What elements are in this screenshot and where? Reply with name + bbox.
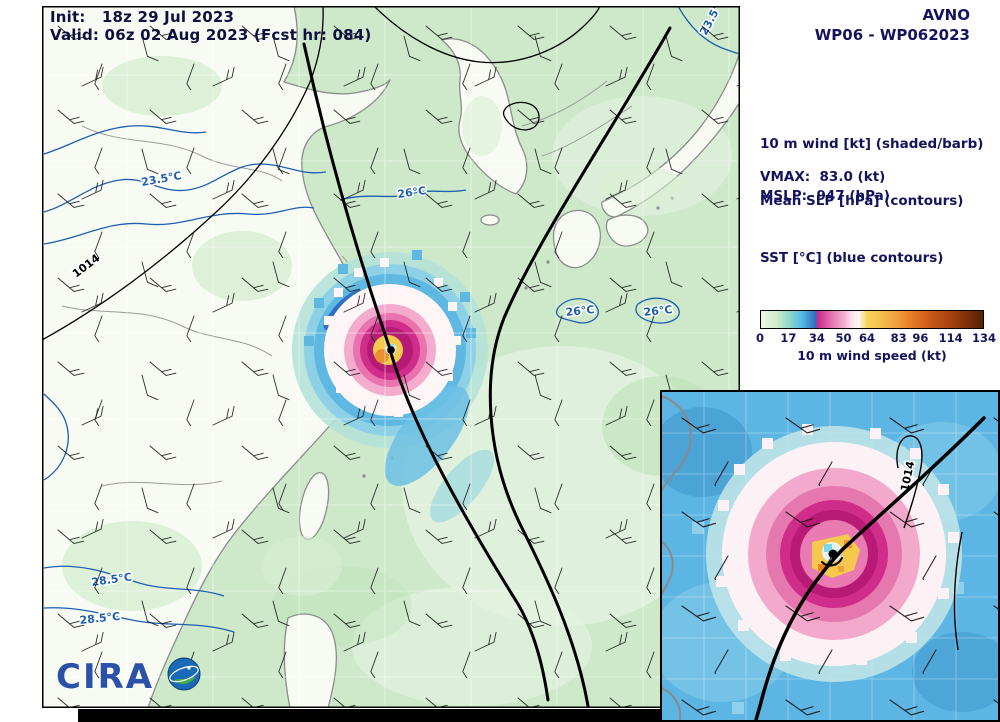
main-map: 23.5°C 23.5°C 26°C 26°C 26°C 28.5°C 28.5… [42,6,740,708]
colorbar-tick: 0 [755,331,765,345]
storm-zoom-inset: 1014 [660,390,1000,722]
rammb-globe-icon [167,657,201,691]
colorbar-tick: 64 [859,331,876,345]
colorbar-tick: 50 [835,331,852,345]
vmax-value: VMAX: 83.0 (kt) [760,169,886,185]
colorbar-tick: 83 [890,331,907,345]
map-init-time: Init: 18z 29 Jul 2023 [50,8,235,26]
colorbar-tick: 17 [780,331,797,345]
map-valid-time: Valid: 06z 02 Aug 2023 (Fcst hr: 084) [50,26,372,44]
cira-logo-text: CIRA [56,657,154,697]
inset-svg: 1014 [662,392,998,720]
colorbar-tick-labels: 0 17 34 50 64 83 96 114 134 [756,331,996,346]
map-border [42,6,740,708]
forecast-track-lines [302,26,672,708]
legend-sst-line: SST [°C] (blue contours) [760,250,944,266]
legend-wind-line: 10 m wind [kt] (shaded/barb) [760,136,984,152]
cira-logo: CIRA [55,656,201,698]
legend-slp-line: Mean SLP [hPa] (contours) [760,193,964,209]
colorbar-tick: 114 [938,331,963,345]
model-name: AVNO [922,6,970,24]
main-map-svg: 23.5°C 23.5°C 26°C 26°C 26°C 28.5°C 28.5… [42,6,740,708]
storm-id: WP06 - WP062023 [814,26,970,44]
colorbar-tick: 34 [808,331,825,345]
mslp-value: MSLP: 947 (hPa) [760,188,890,204]
colorbar-tick: 96 [912,331,929,345]
colorbar-gradient [760,310,984,329]
inset-storm-center-marker [828,549,838,559]
storm-center-marker [387,346,395,354]
field-legend: 10 m wind [kt] (shaded/barb) Mean SLP [h… [760,97,983,306]
bottom-black-bar [78,709,660,722]
colorbar-caption: 10 m wind speed (kt) [797,348,947,363]
colorbar: 0 17 34 50 64 83 96 114 134 10 m wind sp… [756,310,996,363]
inset-forecast-track [754,416,986,720]
colorbar-tick: 134 [971,331,997,345]
